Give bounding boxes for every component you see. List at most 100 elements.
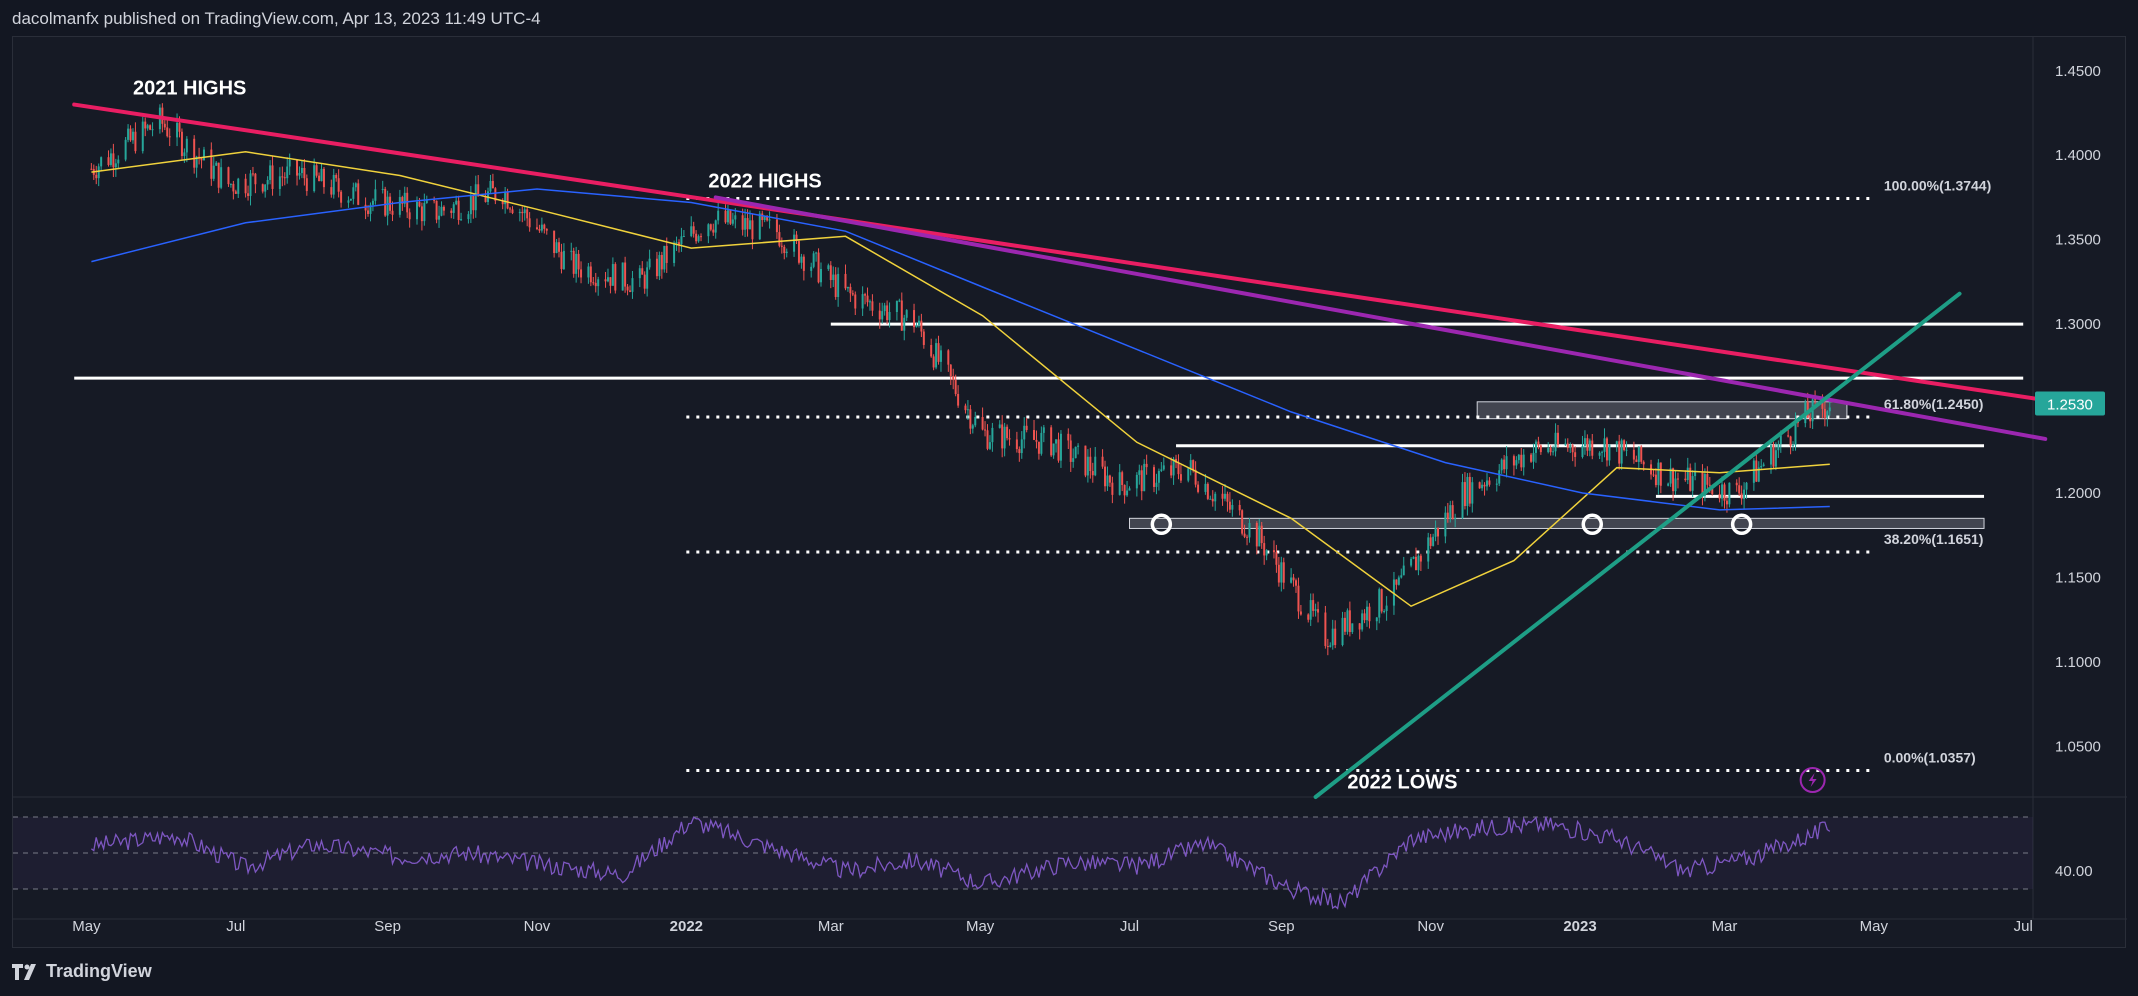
candle-body[interactable] <box>1414 556 1417 571</box>
candle-body[interactable] <box>234 191 237 194</box>
candle-body[interactable] <box>494 188 497 201</box>
candle-body[interactable] <box>1157 470 1160 483</box>
candle-body[interactable] <box>1762 464 1765 466</box>
candle-body[interactable] <box>1209 498 1212 500</box>
candle-body[interactable] <box>1434 527 1437 537</box>
candle-body[interactable] <box>932 356 935 368</box>
candle-body[interactable] <box>589 266 592 283</box>
candle-body[interactable] <box>1297 585 1300 612</box>
candle-body[interactable] <box>425 200 428 203</box>
candle-body[interactable] <box>1740 493 1743 500</box>
candle-body[interactable] <box>1774 450 1777 467</box>
candle-body[interactable] <box>810 266 813 271</box>
candle-body[interactable] <box>477 184 480 197</box>
candle-body[interactable] <box>744 218 747 230</box>
candle-body[interactable] <box>572 250 575 274</box>
candle-body[interactable] <box>1517 454 1520 461</box>
candle-body[interactable] <box>1241 510 1244 534</box>
candle-body[interactable] <box>168 136 171 138</box>
candle-body[interactable] <box>1711 485 1714 494</box>
candle-body[interactable] <box>217 162 220 188</box>
candle-body[interactable] <box>815 252 818 254</box>
candle-body[interactable] <box>1598 452 1601 456</box>
candle-body[interactable] <box>467 214 470 220</box>
candle-body[interactable] <box>1657 462 1660 486</box>
candle-body[interactable] <box>763 216 766 220</box>
candle-body[interactable] <box>97 166 100 179</box>
candle-body[interactable] <box>1608 444 1611 461</box>
candle-body[interactable] <box>832 274 835 281</box>
candle-body[interactable] <box>966 409 969 411</box>
candle-body[interactable] <box>442 206 445 211</box>
candle-body[interactable] <box>1694 471 1697 477</box>
candle-body[interactable] <box>1488 480 1491 485</box>
candle-body[interactable] <box>1192 460 1195 470</box>
candle-body[interactable] <box>1826 411 1829 418</box>
candle-body[interactable] <box>558 242 561 252</box>
candle-body[interactable] <box>440 206 443 216</box>
candle-body[interactable] <box>1015 439 1018 450</box>
candle-body[interactable] <box>1444 512 1447 537</box>
candle-body[interactable] <box>1588 440 1591 451</box>
candle-body[interactable] <box>523 209 526 214</box>
candle-body[interactable] <box>1721 484 1724 499</box>
candle-body[interactable] <box>1574 452 1577 457</box>
candle-body[interactable] <box>724 210 727 223</box>
candle-body[interactable] <box>1498 470 1501 484</box>
candle-body[interactable] <box>1623 440 1626 451</box>
candle-body[interactable] <box>1397 577 1400 585</box>
candle-body[interactable] <box>986 430 989 449</box>
candle-body[interactable] <box>305 178 308 192</box>
candle-body[interactable] <box>1505 456 1508 470</box>
candle-body[interactable] <box>232 183 235 192</box>
candle-body[interactable] <box>166 127 169 137</box>
candle-body[interactable] <box>1314 609 1317 611</box>
candle-body[interactable] <box>1674 478 1677 492</box>
candle-body[interactable] <box>1468 476 1471 504</box>
candle-body[interactable] <box>726 210 729 223</box>
candle-body[interactable] <box>1757 467 1760 482</box>
candle-body[interactable] <box>271 165 274 189</box>
candle-body[interactable] <box>398 197 401 215</box>
candle-body[interactable] <box>952 376 955 380</box>
candle-body[interactable] <box>1290 577 1293 583</box>
candle-body[interactable] <box>109 153 112 165</box>
candle-body[interactable] <box>1637 446 1640 462</box>
candle-body[interactable] <box>1463 482 1466 507</box>
candle-body[interactable] <box>800 256 803 263</box>
candle-body[interactable] <box>352 187 355 199</box>
candle-body[interactable] <box>1214 493 1217 502</box>
candle-body[interactable] <box>1221 493 1224 499</box>
chart-frame[interactable]: 1.45001.40001.35001.30001.25001.20001.15… <box>12 36 2127 948</box>
candle-body[interactable] <box>195 156 198 168</box>
candle-body[interactable] <box>1642 461 1645 465</box>
candle-body[interactable] <box>580 269 583 278</box>
candle-body[interactable] <box>1828 407 1831 412</box>
candle-body[interactable] <box>1503 459 1506 470</box>
candle-body[interactable] <box>330 187 333 195</box>
candle-body[interactable] <box>489 180 492 192</box>
candle-body[interactable] <box>594 282 597 287</box>
candle-body[interactable] <box>1400 575 1403 578</box>
candle-body[interactable] <box>783 246 786 254</box>
candle-body[interactable] <box>288 159 291 167</box>
candle-body[interactable] <box>215 162 218 166</box>
candle-body[interactable] <box>658 255 661 277</box>
candle-body[interactable] <box>1735 482 1738 486</box>
candle-body[interactable] <box>337 178 340 192</box>
candle-body[interactable] <box>947 350 950 365</box>
candle-body[interactable] <box>898 300 901 302</box>
candle-body[interactable] <box>905 310 908 318</box>
candle-body[interactable] <box>100 157 103 167</box>
candle-body[interactable] <box>1001 424 1004 449</box>
candle-body[interactable] <box>1155 482 1158 487</box>
candle-body[interactable] <box>935 343 938 368</box>
candle-body[interactable] <box>609 277 612 286</box>
candle-body[interactable] <box>1358 623 1361 630</box>
candle-body[interactable] <box>1770 445 1773 465</box>
candle-body[interactable] <box>1392 579 1395 606</box>
candle-body[interactable] <box>278 176 281 189</box>
candle-body[interactable] <box>300 167 303 174</box>
candle-body[interactable] <box>151 129 154 131</box>
candle-body[interactable] <box>296 159 299 176</box>
